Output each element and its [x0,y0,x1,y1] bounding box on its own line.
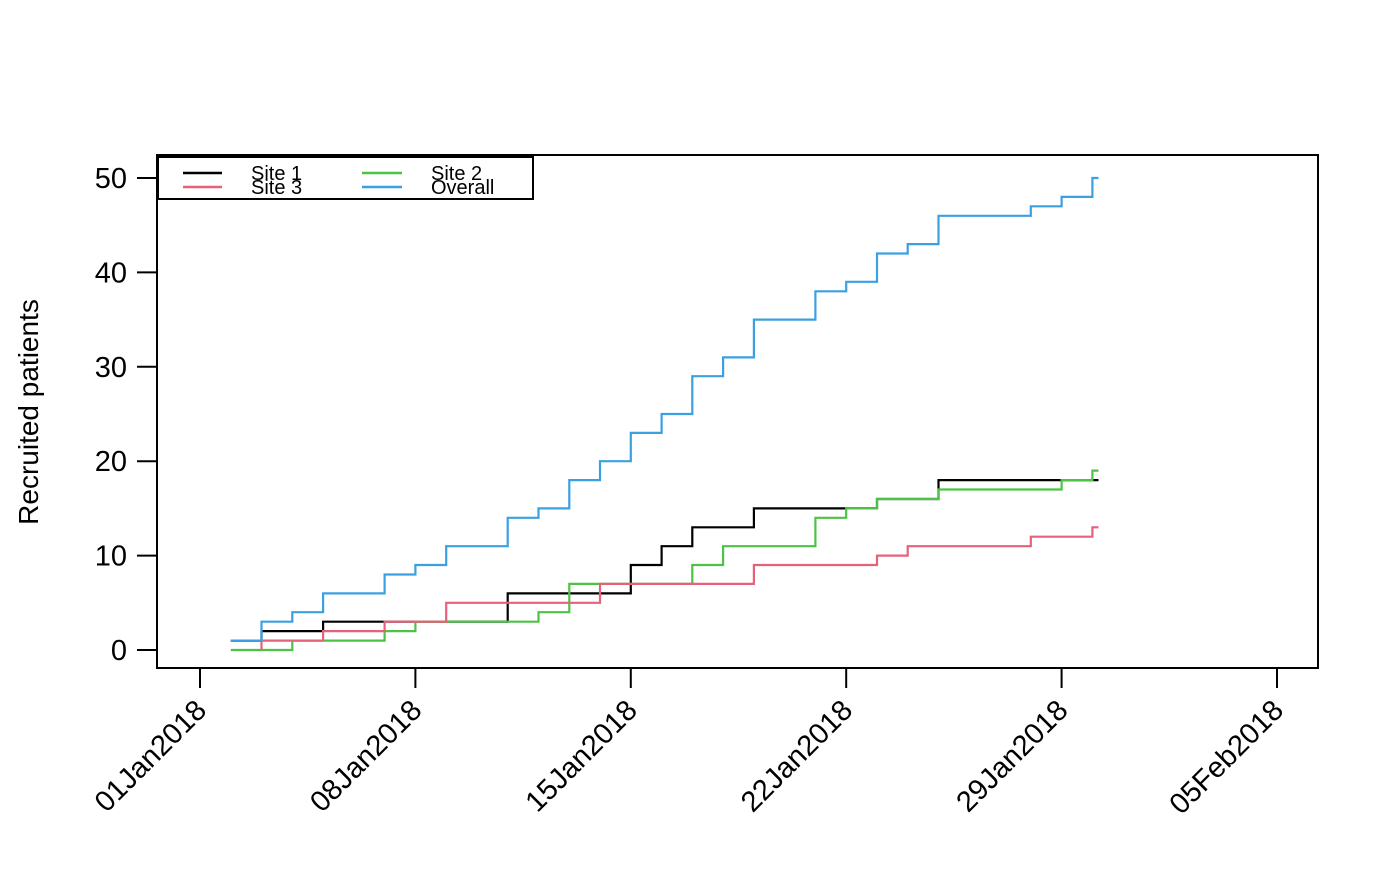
y-axis-title: Recruited patients [13,299,44,525]
legend-label: Overall [431,177,494,199]
series-site-2 [230,469,1099,652]
series-site-3 [260,526,1099,650]
x-axis: 01Jan2018 08Jan2018 15Jan2018 22Jan2018 29Ja… [89,668,1290,821]
y-tick-label: 30 [95,352,127,384]
x-tick-label: 01Jan2018 [89,694,213,818]
x-tick-label: 29Jan2018 [950,694,1074,818]
y-tick-label: 40 [95,257,127,289]
y-tick-label: 50 [95,163,127,195]
x-tick-label: 08Jan2018 [304,694,428,818]
legend-label: Site 3 [251,177,302,199]
series-layer [230,176,1099,652]
legend-label: Site 1 [251,163,302,185]
y-tick-label: 20 [95,446,127,478]
x-tick-label: 22Jan2018 [735,694,859,818]
series-site-1 [230,479,1099,642]
x-tick-label: 05Feb2018 [1164,694,1290,820]
legend-label: Site 2 [431,163,482,185]
series-overall [230,176,1099,642]
plot-area-border [156,154,1319,669]
x-tick-label: 15Jan2018 [520,694,644,818]
y-tick-label: 0 [111,635,127,667]
legend-box [157,156,534,200]
y-axis: 0 10 20 30 40 50 [95,163,157,667]
y-tick-label: 10 [95,541,127,573]
